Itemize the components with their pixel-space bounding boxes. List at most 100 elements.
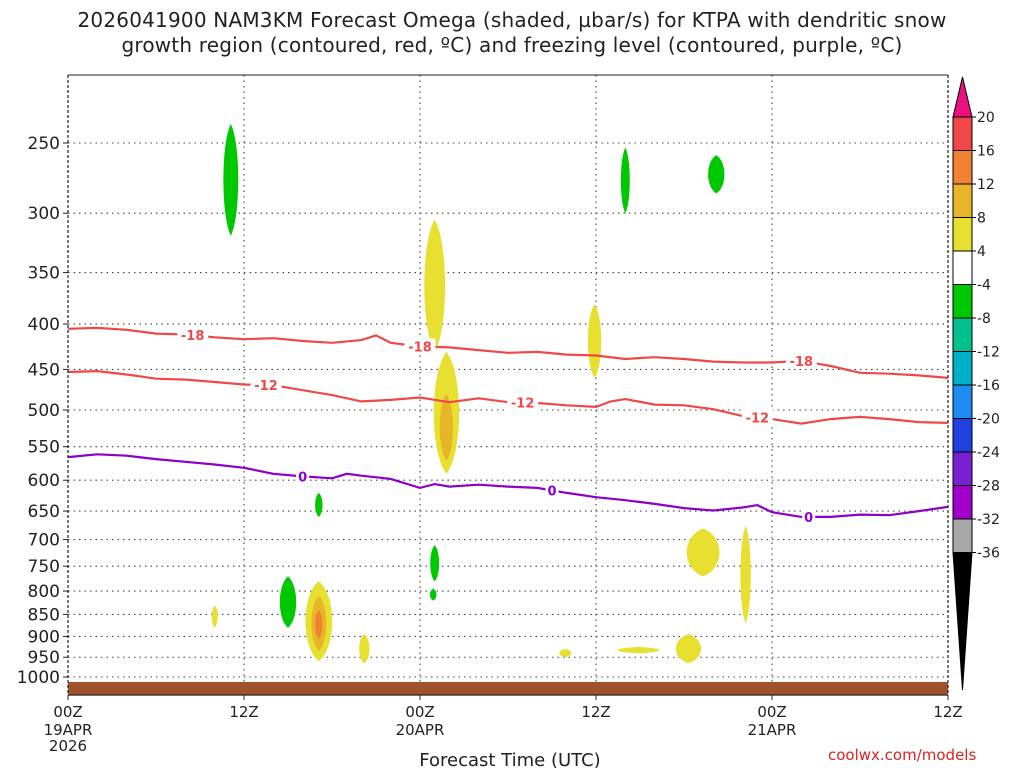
- contour-line-0: [67, 453, 949, 518]
- y-tick-label: 500: [28, 401, 60, 421]
- y-tick-label: 600: [28, 471, 60, 491]
- contour-label-bg: [802, 508, 816, 525]
- grid-lines: [68, 75, 948, 695]
- y-tick-label: 900: [28, 627, 60, 647]
- colorbar-label: 12: [977, 177, 995, 193]
- y-tick-label: 350: [28, 264, 60, 284]
- colorbar-label: 16: [977, 144, 995, 160]
- colorbar-label: -20: [977, 412, 1000, 428]
- contour-label-bg: [296, 468, 310, 485]
- omega-region-neg8-6: [279, 576, 297, 628]
- colorbar-bottom-arrow: [952, 552, 973, 691]
- contour-lines: -18 -18 -18 -12 -12 -12 0 0 0: [67, 326, 949, 526]
- colorbar-label: -24: [977, 445, 1000, 461]
- omega-region-pos4-13: [211, 605, 218, 628]
- plot-frame: [67, 74, 949, 696]
- contour-label-bg: [785, 352, 817, 369]
- colorbar-swatch-11: [952, 485, 973, 520]
- contour-label-bg: [507, 394, 539, 411]
- colorbar-swatch-4: [952, 250, 973, 285]
- credit-text: coolwx.com/models: [828, 746, 977, 764]
- colorbar-swatch-5: [952, 284, 973, 319]
- omega-region-pos4-11: [740, 525, 751, 624]
- contour-label: -12: [254, 379, 278, 394]
- contour-label-bg: [741, 409, 773, 426]
- contour-label-bg: [177, 327, 209, 344]
- colorbar-label: -8: [977, 311, 991, 327]
- omega-region-neg8-4: [430, 545, 440, 582]
- chart-title-line-2: growth region (contoured, red, ºC) and f…: [121, 33, 903, 57]
- omega-shading: [211, 124, 751, 664]
- colorbar-swatch-3: [952, 217, 973, 252]
- colorbar-swatch-12: [952, 518, 973, 553]
- x-tick-label: 00Z: [405, 703, 434, 721]
- omega-region-pos4-14: [359, 634, 370, 664]
- colorbar-label: -12: [977, 345, 1000, 361]
- colorbar-swatch-1: [952, 150, 973, 185]
- y-tick-label: 400: [28, 315, 60, 335]
- colorbar: 20 16 12 8 4 -4 -8 -12 -16 -20 -24 -28 -32 -36: [952, 76, 1000, 691]
- x-tick-label: 00Z: [757, 703, 786, 721]
- contour-label: -18: [408, 340, 432, 355]
- x-tick-year: 2026: [49, 737, 87, 755]
- omega-region-pos4-7: [424, 219, 446, 352]
- colorbar-swatch-2: [952, 183, 973, 218]
- omega-region-pos4-16: [617, 646, 660, 654]
- colorbar-swatch-10: [952, 451, 973, 486]
- contour-label-bg: [545, 482, 559, 499]
- colorbar-swatch-8: [952, 384, 973, 419]
- omega-region-pos4-10: [686, 528, 720, 577]
- y-tick-label: 650: [28, 502, 60, 522]
- colorbar-label: -36: [977, 546, 1000, 562]
- contour-label: -18: [181, 329, 205, 344]
- contour-label: 0: [547, 484, 556, 499]
- ground-terrain: [68, 681, 948, 695]
- colorbar-top-arrow: [952, 76, 973, 118]
- axes: 2503003504004505005506006507007508008509…: [17, 134, 963, 755]
- y-tick-label: 700: [28, 531, 60, 551]
- colorbar-swatch-9: [952, 418, 973, 453]
- y-tick-label: 300: [28, 204, 60, 224]
- omega-region-neg8-5: [429, 588, 437, 601]
- omega-region-neg8-2: [708, 155, 725, 194]
- colorbar-label: -16: [977, 378, 1000, 394]
- colorbar-label: 20: [977, 110, 995, 126]
- contour-label-bg: [250, 377, 282, 394]
- colorbar-label: -28: [977, 479, 1000, 495]
- y-tick-label: 1000: [17, 668, 60, 688]
- omega-region-neg8-0: [223, 124, 239, 236]
- x-tick-date: 20APR: [396, 721, 445, 739]
- x-tick-label: 00Z: [53, 703, 82, 721]
- contour-label-bg: [404, 338, 436, 355]
- omega-region-pos8-19: [439, 394, 454, 461]
- contour-label: 0: [804, 511, 813, 526]
- omega-region-neg8-3: [315, 492, 323, 517]
- y-tick-label: 250: [28, 134, 60, 154]
- x-axis-label: Forecast Time (UTC): [419, 750, 600, 768]
- colorbar-label: 4: [977, 244, 986, 260]
- x-tick-date: 21APR: [748, 721, 797, 739]
- contour-label: 0: [298, 470, 307, 485]
- contour-label: -18: [790, 355, 814, 370]
- omega-region-pos12-20: [315, 609, 323, 639]
- colorbar-label: -4: [977, 278, 991, 294]
- y-tick-label: 550: [28, 438, 60, 458]
- x-tick-label: 12Z: [933, 703, 962, 721]
- omega-region-pos4-9: [587, 304, 602, 378]
- y-tick-label: 750: [28, 557, 60, 577]
- colorbar-swatch-7: [952, 351, 973, 386]
- ground-strip: [68, 681, 948, 695]
- omega-region-neg8-1: [620, 147, 630, 214]
- y-tick-label: 450: [28, 360, 60, 380]
- omega-region-pos4-15: [559, 649, 572, 658]
- x-tick-label: 12Z: [581, 703, 610, 721]
- omega-region-pos4-17: [675, 634, 702, 664]
- contour-label: -12: [511, 397, 535, 412]
- colorbar-label: 8: [977, 211, 986, 227]
- x-tick-label: 12Z: [229, 703, 258, 721]
- colorbar-swatch-0: [952, 116, 973, 151]
- colorbar-label: -32: [977, 512, 1000, 528]
- y-tick-label: 850: [28, 605, 60, 625]
- contour-label: -12: [746, 412, 770, 427]
